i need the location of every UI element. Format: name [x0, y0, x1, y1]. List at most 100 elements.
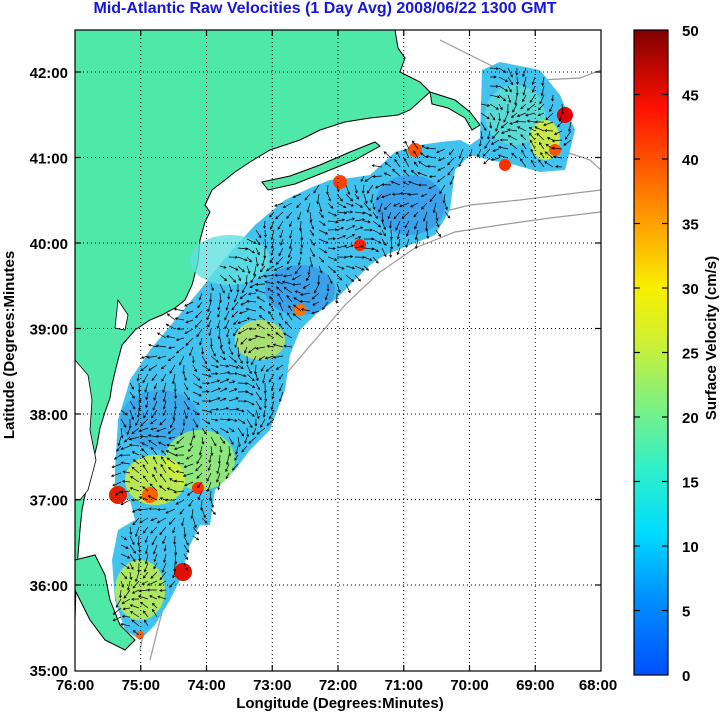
- velocity-arrow-631: [210, 436, 217, 447]
- velocity-arrow-535: [145, 391, 149, 401]
- velocity-arrow-784: [120, 571, 128, 580]
- velocity-arrow-553: [145, 400, 149, 409]
- velocity-arrow-712: [173, 490, 185, 494]
- velocity-arrow-644: [173, 445, 185, 451]
- velocity-arrow-186: [393, 202, 401, 207]
- velocity-arrow-366: [267, 287, 275, 294]
- velocity-arrow-226: [388, 220, 392, 229]
- velocity-arrow-444: [240, 337, 248, 345]
- velocity-arrow-75: [528, 132, 536, 141]
- velocity-arrow-572: [151, 409, 158, 419]
- velocity-arrow-358: [198, 292, 203, 301]
- velocity-arrow-791: [120, 580, 124, 588]
- velocity-arrow-67: [553, 130, 563, 135]
- velocity-arrow-594: [192, 418, 199, 428]
- velocity-arrow-134: [391, 168, 401, 177]
- velocity-arrow-229: [414, 220, 419, 230]
- velocity-arrow-661: [196, 454, 203, 465]
- velocity-arrow-215: [289, 220, 293, 228]
- velocity-arrow-121: [418, 161, 428, 168]
- velocity-arrow-59: [487, 130, 491, 140]
- velocity-arrow-508: [228, 372, 238, 376]
- velocity-arrow-635: [244, 436, 248, 444]
- velocity-arrow-522: [192, 382, 203, 389]
- velocity-arrow-516: [137, 382, 141, 393]
- velocity-arrow-105: [447, 157, 455, 166]
- velocity-arrow-301: [309, 256, 314, 268]
- velocity-arrow-0: [489, 67, 500, 71]
- velocity-arrow-434: [284, 321, 293, 330]
- velocity-arrow-261: [318, 238, 329, 244]
- velocity-arrow-183: [372, 202, 376, 211]
- velocity-arrow-257: [280, 238, 284, 246]
- velocity-arrow-564: [246, 400, 255, 406]
- velocity-arrow-582: [246, 409, 255, 417]
- velocity-arrow-708: [142, 486, 149, 492]
- velocity-arrow-100: [404, 148, 410, 159]
- velocity-arrow-634: [237, 436, 241, 448]
- velocity-arrow-487: [192, 364, 197, 373]
- velocity-arrow-97: [551, 146, 563, 150]
- velocity-arrow-50: [500, 121, 509, 129]
- velocity-arrow-552: [138, 400, 141, 412]
- velocity-arrow-155: [439, 184, 446, 195]
- velocity-arrow-555: [162, 400, 167, 410]
- velocity-arrow-12: [489, 84, 500, 88]
- velocity-arrow-515: [129, 382, 134, 390]
- velocity-arrow-723: [188, 499, 194, 508]
- velocity-arrow-603: [266, 418, 275, 426]
- velocity-arrow-500: [151, 373, 158, 381]
- velocity-arrow-641: [148, 439, 158, 447]
- velocity-arrow-425: [208, 328, 212, 337]
- velocity-arrow-205: [387, 211, 392, 220]
- y-axis-label: Latitude (Degrees:Minutes: [1, 251, 18, 439]
- velocity-arrow-260: [309, 238, 315, 247]
- velocity-arrow-758: [183, 535, 189, 546]
- velocity-arrow-485: [169, 364, 176, 374]
- velocity-arrow-548: [264, 391, 268, 402]
- velocity-arrow-534: [138, 391, 142, 403]
- x-axis-label: Longitude (Degrees:Minutes): [236, 695, 444, 712]
- velocity-arrow-330: [250, 274, 257, 284]
- velocity-arrow-325: [363, 265, 370, 271]
- velocity-arrow-181: [354, 202, 364, 208]
- velocity-arrow-819: [152, 608, 158, 618]
- velocity-arrow-807: [137, 595, 149, 600]
- velocity-arrow-283: [327, 246, 336, 250]
- velocity-arrow-120: [413, 161, 419, 168]
- velocity-arrow-3: [515, 67, 519, 76]
- velocity-arrow-666: [111, 463, 122, 469]
- velocity-arrow-628: [176, 436, 185, 444]
- velocity-arrow-626: [155, 434, 167, 438]
- velocity-arrow-608: [150, 427, 158, 431]
- velocity-arrow-667: [120, 461, 131, 465]
- velocity-arrow-621: [117, 436, 122, 447]
- velocity-arrow-139: [437, 175, 446, 183]
- velocity-arrow-156: [292, 193, 302, 198]
- georges-contour-2: [559, 149, 601, 171]
- velocity-arrow-544: [228, 388, 238, 393]
- velocity-arrow-52: [515, 119, 527, 123]
- velocity-arrow-146: [361, 184, 365, 194]
- velocity-arrow-329: [244, 274, 248, 286]
- velocity-arrow-460: [243, 346, 248, 354]
- velocity-arrow-462: [255, 346, 266, 350]
- velocity-arrow-465: [283, 344, 293, 348]
- velocity-arrow-688: [182, 472, 194, 477]
- velocity-arrow-98: [383, 151, 392, 159]
- velocity-arrow-466: [140, 355, 149, 359]
- velocity-arrow-818: [142, 610, 149, 618]
- velocity-arrow-486: [182, 364, 186, 375]
- velocity-arrow-733: [201, 508, 206, 519]
- velocity-arrow-180: [345, 202, 354, 207]
- velocity-arrow-440: [209, 337, 213, 348]
- velocity-arrow-420: [292, 313, 302, 321]
- velocity-arrow-521: [183, 382, 189, 391]
- velocity-arrow-394: [217, 310, 221, 318]
- velocity-arrow-771: [144, 553, 149, 565]
- velocity-arrow-43: [525, 112, 536, 117]
- velocity-arrow-140: [449, 175, 455, 186]
- velocity-arrow-804: [115, 598, 122, 608]
- velocity-arrow-662: [208, 454, 212, 464]
- velocity-arrow-27: [480, 103, 491, 107]
